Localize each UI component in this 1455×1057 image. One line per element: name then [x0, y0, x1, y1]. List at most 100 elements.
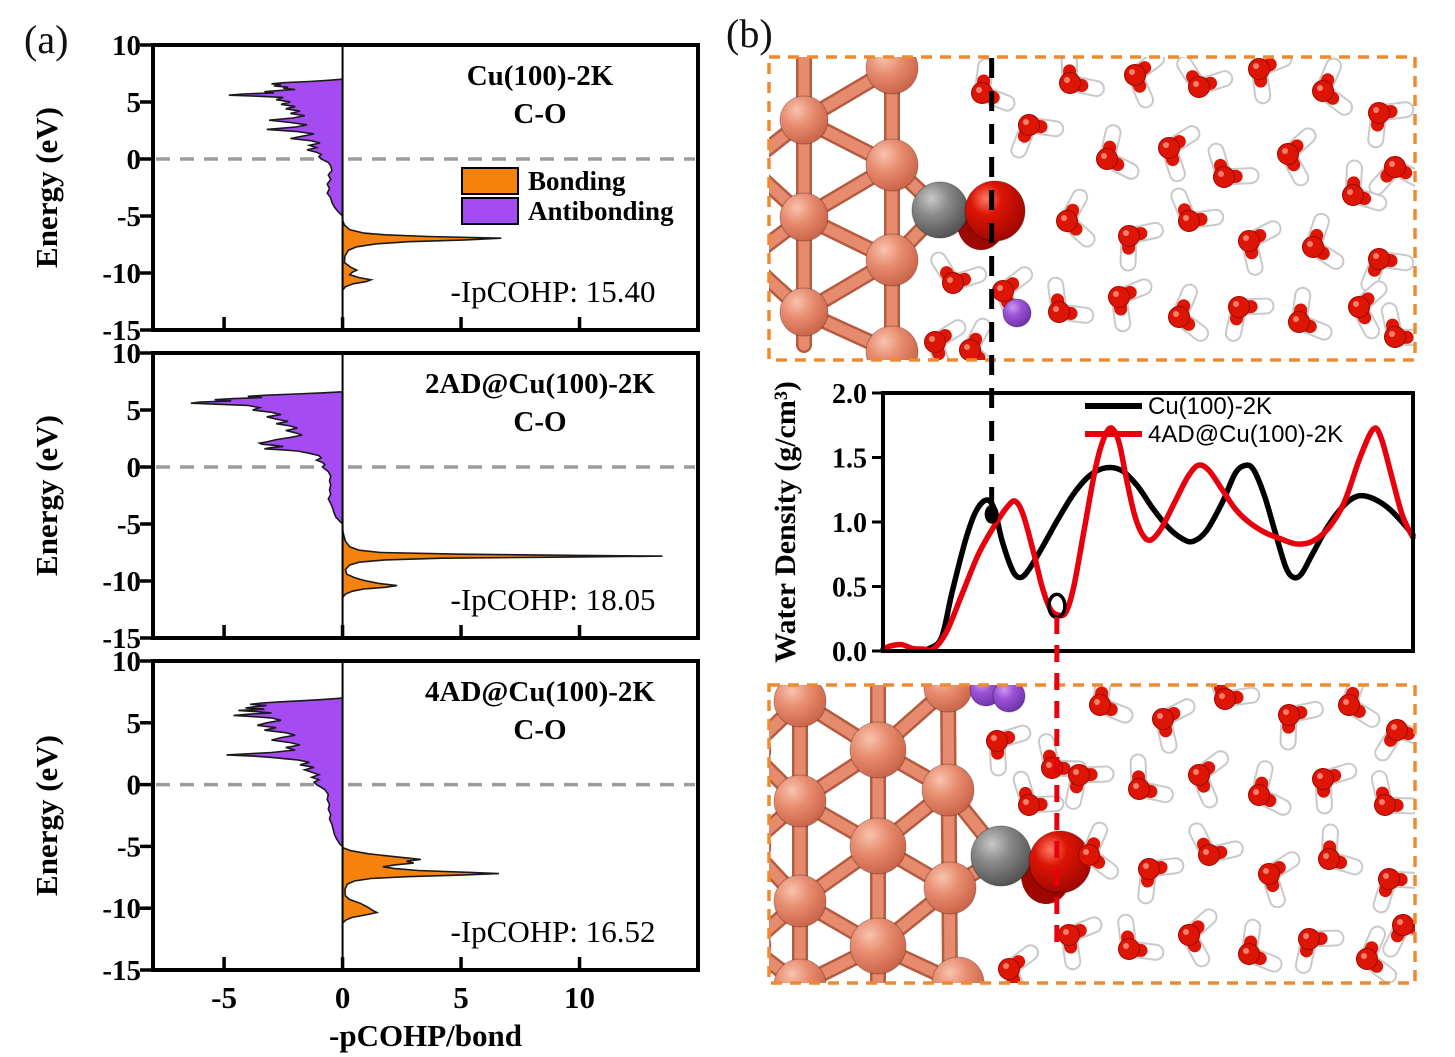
water-molecule: [1137, 857, 1185, 905]
oxygen-atom: [1378, 868, 1400, 890]
legend-label: 4AD@Cu(100)-2K: [1148, 421, 1343, 448]
water-molecule: [924, 319, 967, 360]
pcohp-plot-2: 10 5 0 -5 -10 -15 Energy (eV) 2AD@Cu(100)-2K C-O…: [29, 338, 700, 655]
water-molecule: [971, 57, 1016, 112]
water-molecule: [930, 251, 988, 294]
water-molecule: [1059, 57, 1105, 98]
y-tick-label: -5: [117, 509, 141, 541]
orange-dashed-border: [767, 683, 1417, 985]
water-molecule: [1152, 698, 1196, 754]
oxygen-atom: [1248, 58, 1270, 80]
x-tick-label: 0: [335, 980, 351, 1015]
antibonding-area: [228, 78, 344, 218]
water-molecule: [1338, 685, 1381, 728]
oxygen-highlight: [1218, 171, 1224, 177]
oxygen-highlight: [1389, 331, 1395, 337]
pcohp-plot-3: 10 5 0 -5 -10 -15 Energy (eV) 4AD@Cu(100)-2K C-O…: [29, 646, 700, 987]
oxygen-highlight: [1243, 235, 1249, 241]
density-curve-2: [880, 425, 1416, 654]
plot-title: Cu(100)-2K: [467, 60, 614, 92]
y-tick-label: -10: [102, 893, 141, 925]
oxygen-atom: [1348, 296, 1370, 318]
oxygen-highlight: [1379, 799, 1385, 805]
oxygen-highlight: [1023, 119, 1029, 125]
water-molecule: [1238, 918, 1283, 973]
oxygen-highlight: [1123, 943, 1129, 949]
water-molecule: [1348, 280, 1388, 340]
water-molecule: [1010, 114, 1065, 159]
water-molecule: [1078, 821, 1120, 880]
cu-atom: [773, 874, 827, 928]
y-tick-label: -15: [102, 623, 141, 655]
water-molecule: [986, 724, 1032, 777]
oxygen-highlight: [1219, 693, 1225, 699]
y-tick-label: 0.0: [832, 637, 867, 668]
plot-subtitle: C-O: [513, 98, 566, 130]
y-tick-label: 0: [127, 770, 142, 802]
y-tick-label: 0: [127, 144, 142, 176]
oxygen-atom: [1158, 137, 1180, 159]
cu-atom: [849, 917, 907, 975]
oxygen-highlight: [1193, 769, 1199, 775]
x-tick-label: 5: [453, 980, 469, 1015]
density-plot: 0.0 0.5 1.0 1.5 2.0 Water Density (g/cm³) Cu(1…: [769, 379, 1416, 668]
oxygen-highlight: [1353, 301, 1359, 307]
potassium-atom: [1002, 298, 1032, 328]
oxygen-highlight: [1253, 789, 1259, 795]
oxygen-highlight: [1183, 215, 1189, 221]
water-molecule: [1302, 212, 1345, 270]
water-molecule: [1380, 302, 1415, 348]
oxygen-highlight: [1063, 929, 1069, 935]
density-curve-1: [925, 462, 1416, 652]
md-snapshot-bottom: [767, 683, 1417, 985]
oxygen-atom: [1018, 794, 1040, 816]
y-tick-label: -5: [117, 201, 141, 233]
plot-subtitle: C-O: [513, 714, 566, 746]
oxygen-atom: [1298, 928, 1320, 950]
oxygen-atom: [1384, 326, 1406, 348]
snapshot-content: [769, 685, 1415, 983]
oxygen-atom: [1138, 858, 1160, 880]
y-tick-label: -10: [102, 566, 141, 598]
oxygen-highlight: [1373, 107, 1379, 113]
oxygen-highlight: [1233, 301, 1239, 307]
oxygen-highlight: [1383, 873, 1389, 879]
oxygen-highlight: [1143, 863, 1149, 869]
water-molecule: [1210, 685, 1261, 710]
oxygen-atom: [1368, 102, 1390, 124]
oxygen-atom: [959, 339, 981, 360]
cu-atom: [779, 287, 829, 337]
oxygen-highlight: [1347, 189, 1353, 195]
legend-label: Cu(100)-2K: [1148, 393, 1272, 420]
oxygen-highlight: [1173, 311, 1179, 317]
oxygen-highlight: [1094, 699, 1100, 705]
water-molecule: [1056, 188, 1096, 248]
oxygen-atom: [1277, 143, 1299, 165]
cu-atom: [849, 817, 907, 875]
bonding-area: [341, 220, 502, 293]
plot-frame: [151, 351, 700, 640]
bonding-area: [341, 529, 663, 600]
oxygen-atom: [1018, 114, 1040, 136]
oxygen-atom: [1374, 794, 1396, 816]
plot-frame: [151, 659, 700, 972]
water-molecule: [1312, 762, 1358, 815]
oxygen-atom: [1312, 80, 1334, 102]
water-molecule: [959, 317, 994, 360]
water-molecule: [1064, 764, 1115, 810]
water-molecule: [1158, 125, 1201, 183]
oxygen-atom: [1342, 184, 1364, 206]
cu-atom: [923, 861, 977, 915]
panel-a-label: (a): [24, 17, 69, 62]
oxygen-atom: [1056, 210, 1078, 232]
oxygen-atom: [1338, 694, 1360, 716]
oxygen-atom: [1152, 708, 1174, 730]
cu-atom: [773, 774, 827, 828]
pcohp-plot-1: 10 5 0 -5 -10 -15 Energy (eV) Cu(100)-2K C-O -IpC…: [29, 30, 700, 347]
oxygen-atom: [942, 272, 964, 294]
oxygen-atom: [1096, 148, 1118, 170]
water-molecule: [1312, 57, 1354, 116]
cu-atom: [779, 95, 829, 145]
oxygen-highlight: [1243, 948, 1249, 954]
